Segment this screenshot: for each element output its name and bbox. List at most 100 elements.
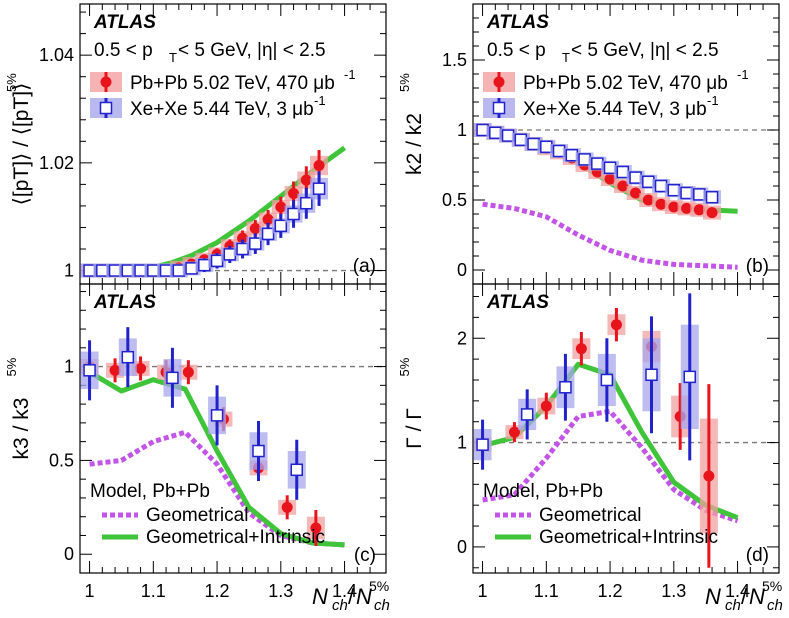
legend-xexe-marker	[492, 101, 506, 115]
xexe-point	[121, 350, 135, 364]
xexe-point	[290, 463, 303, 477]
pbpb-point	[604, 173, 616, 185]
x-tick-label: 1.2	[598, 581, 623, 601]
x-axis-title-right-den-sup: 5%	[762, 578, 782, 594]
legend-pbpb-label: Pb+Pb 5.02 TeV, 470 μb	[130, 73, 335, 94]
legend-label-sup: -1	[344, 67, 356, 82]
y-tick-label: 0.5	[442, 190, 467, 210]
xexe-point	[166, 371, 179, 385]
plot-area	[473, 123, 738, 270]
x-tick-label: 1	[478, 581, 488, 601]
y-axis-title: Γ / Γ 5%	[397, 357, 426, 449]
y-tick-label: 1	[64, 261, 74, 281]
pbpb-point	[135, 362, 147, 374]
legend-pbpb-marker	[100, 76, 112, 88]
atlas-label: ATLAS	[93, 292, 156, 313]
pbpb-point	[617, 180, 629, 192]
plot-area	[80, 145, 347, 278]
panel-d: 1 1.1 1.2 1.3 1.4 0 1 2 Γ / Γ 5% ATLAS (d) Model, Pb…	[397, 283, 780, 601]
panel-a: 1 1.02 1.04 ⟨[pT]⟩ / ⟨[pT]⟩5% ATLAS (a) 0.5 < …	[4, 3, 387, 285]
plot-area	[80, 327, 345, 548]
model-legend-title: Model, Pb+Pb	[90, 481, 210, 502]
legend-intrinsic-label: Geometrical+Intrinsic	[539, 527, 718, 548]
y-axis-title: k2 / k2 5%	[397, 73, 426, 175]
pbpb-point	[275, 201, 287, 213]
model-legend-title: Model, Pb+Pb	[483, 481, 603, 502]
legend-geometrical-label: Geometrical	[146, 505, 248, 526]
pbpb-point	[508, 426, 520, 438]
kinematic-label-sub: T	[562, 50, 570, 65]
x-tick-label: 1.1	[141, 581, 166, 601]
y-tick-label: 0	[457, 260, 467, 280]
y-axis-title-text: ⟨[pT]⟩ / ⟨[pT]⟩	[10, 83, 33, 206]
y-axis-title: k3 / k3 5%	[4, 357, 33, 459]
pbpb-point	[706, 207, 718, 219]
x-axis-title-left-den: N	[356, 584, 372, 609]
xexe-point	[645, 368, 658, 382]
y-axis-title-sup: 5%	[4, 357, 19, 376]
panel-tag: (b)	[746, 256, 769, 277]
legend-pbpb-label: Pb+Pb 5.02 TeV, 470 μb	[523, 73, 728, 94]
x-tick-label: 1	[85, 581, 95, 601]
xexe-point	[83, 364, 96, 377]
x-axis-title-left: N ch / N ch 5%	[312, 578, 390, 614]
panel-frame	[472, 283, 780, 574]
xexe-point	[249, 237, 262, 250]
y-tick-label: 1	[64, 357, 74, 377]
xexe-point	[252, 444, 265, 458]
pbpb-point	[610, 319, 622, 331]
legend-label-sup: -1	[737, 67, 749, 82]
x-tick-label: 1.2	[205, 581, 230, 601]
x-tick-label: 1.3	[661, 581, 686, 601]
panel-c: 1 1.1 1.2 1.3 1.4 0 0.5 1 k3 / k3 5% ATLAS (c) Model…	[4, 283, 387, 601]
x-axis-title-right-n: N	[705, 584, 721, 609]
xexe-point	[261, 227, 275, 241]
kinematic-label-sub: T	[169, 50, 177, 65]
pbpb-point	[693, 204, 705, 216]
y-tick-label: 1.02	[39, 153, 74, 173]
xexe-point	[559, 381, 572, 394]
xexe-point	[210, 409, 224, 422]
x-axis-title-left-den-sup: 5%	[369, 578, 389, 594]
pbpb-point	[630, 187, 642, 199]
y-axis-title-sup: 5%	[397, 357, 412, 376]
pbpb-point	[288, 188, 300, 200]
pbpb-point	[262, 213, 274, 225]
xexe-point	[683, 370, 696, 384]
panel-frame	[79, 283, 387, 574]
model-geometrical-intrinsic-curve	[88, 370, 345, 548]
xexe-point	[274, 219, 288, 233]
y-axis-title-sup: 5%	[397, 73, 412, 92]
pbpb-point	[249, 223, 261, 235]
pbpb-point	[182, 366, 194, 378]
kinematic-label: 0.5 < p	[94, 40, 153, 61]
pbpb-point	[281, 501, 293, 513]
x-axis-title-right-den: N	[749, 584, 765, 609]
legend-label-sup: -1	[314, 93, 326, 108]
legend-geometrical-label: Geometrical	[539, 505, 641, 526]
atlas-label: ATLAS	[486, 292, 549, 313]
model-geometrical-curve	[482, 408, 739, 524]
pbpb-point	[681, 202, 693, 214]
atlas-label: ATLAS	[486, 12, 549, 33]
panel-b: 0 0.5 1 1.5 k2 / k2 5% ATLAS (b) 0.5 < p T < 5 Ge…	[397, 3, 780, 285]
panel-tag: (c)	[354, 545, 376, 566]
x-axis-title-right-slash: /	[741, 584, 748, 609]
y-tick-label: 1.04	[39, 45, 74, 65]
x-axis-title-left-n: N	[312, 584, 328, 609]
xexe-point	[287, 207, 300, 221]
kinematic-label-tail: < 5 GeV, |η| < 2.5	[571, 40, 719, 61]
x-axis-title-right: N ch / N ch 5%	[705, 578, 783, 614]
pbpb-point	[310, 522, 322, 534]
x-tick-label: 1.4	[725, 581, 750, 601]
x-axis-title-left-sub: ch	[332, 597, 348, 614]
plot-area	[473, 293, 739, 568]
y-tick-label: 2	[457, 328, 467, 348]
y-tick-label: 0	[64, 544, 74, 564]
x-tick-label: 1.3	[268, 581, 293, 601]
pbpb-point	[703, 470, 715, 482]
legend-xexe-marker	[99, 101, 113, 115]
y-tick-label: 1	[457, 433, 467, 453]
y-tick-label: 0.5	[49, 450, 74, 470]
